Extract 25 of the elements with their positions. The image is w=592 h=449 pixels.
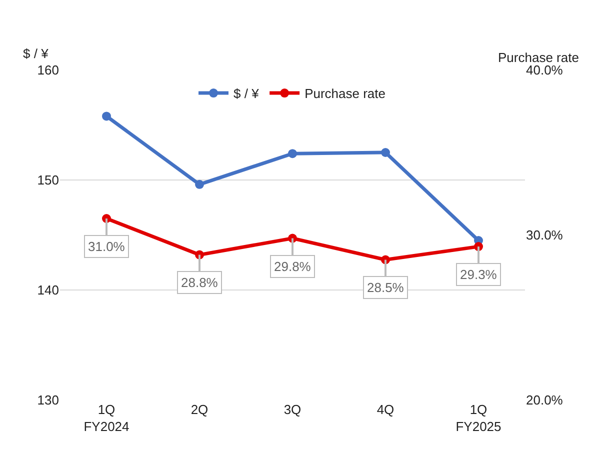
data-label: 29.8% [274,259,312,274]
point [102,112,111,121]
data-label: 31.0% [88,239,126,254]
point [288,149,297,158]
data-label: 28.8% [181,275,218,290]
y-tick-label: 160 [37,62,59,78]
data-label: 28.5% [367,280,404,295]
data-label: 29.3% [460,267,498,282]
legend-label: $ / ¥ [234,86,260,102]
x-tick-label: 2Q [190,402,208,417]
x-tick-label: 1Q FY2024 [84,402,130,434]
x-tick-label: 4Q [376,402,394,417]
point [381,148,390,157]
legend-label: Purchase rate [304,86,386,102]
point [195,180,204,189]
y2-tick-label: 30.0% [526,228,564,243]
y2-tick-label: 40.0% [526,62,564,78]
y-tick-label: 150 [37,172,59,188]
y2-axis-title: Purchase rate [498,50,579,65]
y-tick-label: 130 [37,392,59,408]
x-tick-label: 1Q FY2025 [456,402,502,434]
x-tick-label: 3Q [284,402,302,417]
y-tick-label: 140 [37,282,59,298]
y2-tick-label: 20.0% [526,392,564,408]
y-axis-title: $ / ¥ [23,46,50,61]
